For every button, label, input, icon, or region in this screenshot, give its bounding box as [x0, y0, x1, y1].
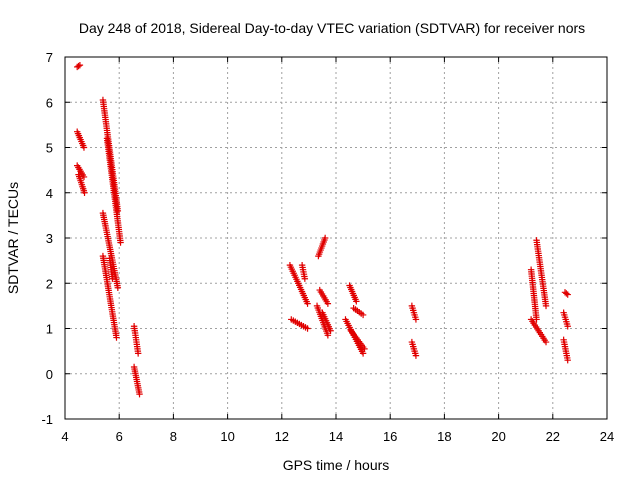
x-tick-label: 8 — [170, 429, 177, 444]
data-point — [134, 350, 142, 357]
data-point — [114, 284, 122, 291]
y-tick-label: 1 — [46, 322, 53, 337]
chart-title: Day 248 of 2018, Sidereal Day-to-day VTE… — [79, 20, 585, 36]
data-point — [327, 327, 334, 334]
y-tick-label: 3 — [46, 231, 53, 246]
x-tick-label: 20 — [491, 429, 505, 444]
x-tick-label: 10 — [220, 429, 234, 444]
x-tick-label: 16 — [383, 429, 397, 444]
data-points — [73, 61, 571, 398]
data-point — [533, 316, 540, 323]
data-point — [76, 61, 84, 69]
data-point — [324, 332, 332, 339]
data-point — [324, 300, 332, 307]
grid — [65, 57, 607, 419]
y-tick-label: 0 — [46, 367, 53, 382]
data-point — [361, 345, 368, 353]
data-point — [564, 323, 571, 330]
y-tick-label: -1 — [41, 412, 53, 427]
x-axis-label: GPS time / hours — [283, 457, 390, 473]
x-tick-label: 18 — [437, 429, 451, 444]
data-point — [359, 311, 367, 319]
x-tick-label: 22 — [546, 429, 560, 444]
data-point — [117, 239, 124, 246]
data-point — [359, 350, 367, 357]
data-point — [301, 275, 309, 282]
data-point — [412, 316, 420, 323]
x-tick-label: 6 — [116, 429, 123, 444]
y-axis-label: SDTVAR / TECUs — [5, 182, 21, 294]
x-tick-label: 4 — [61, 429, 68, 444]
data-point — [304, 325, 311, 332]
data-point — [321, 234, 329, 242]
data-point — [136, 390, 143, 398]
y-tick-label: 4 — [46, 186, 53, 201]
data-point — [564, 356, 571, 364]
x-tick-label: 24 — [600, 429, 614, 444]
data-point — [304, 300, 311, 307]
data-point — [353, 298, 360, 305]
data-point — [564, 291, 571, 298]
y-tick-label: 6 — [46, 95, 53, 110]
plot-frame — [64, 56, 608, 420]
data-point — [542, 338, 550, 346]
data-point — [412, 352, 420, 359]
data-point — [542, 302, 550, 310]
data-point — [75, 62, 82, 70]
y-tick-label: 5 — [46, 141, 53, 156]
x-tick-label: 12 — [275, 429, 289, 444]
x-tick-label: 14 — [329, 429, 343, 444]
data-point — [563, 290, 570, 297]
data-point — [81, 189, 88, 196]
data-point — [113, 334, 120, 341]
y-tick-label: 2 — [46, 276, 53, 291]
data-point — [109, 275, 116, 282]
data-point — [80, 144, 88, 151]
y-tick-label: 7 — [46, 50, 53, 65]
